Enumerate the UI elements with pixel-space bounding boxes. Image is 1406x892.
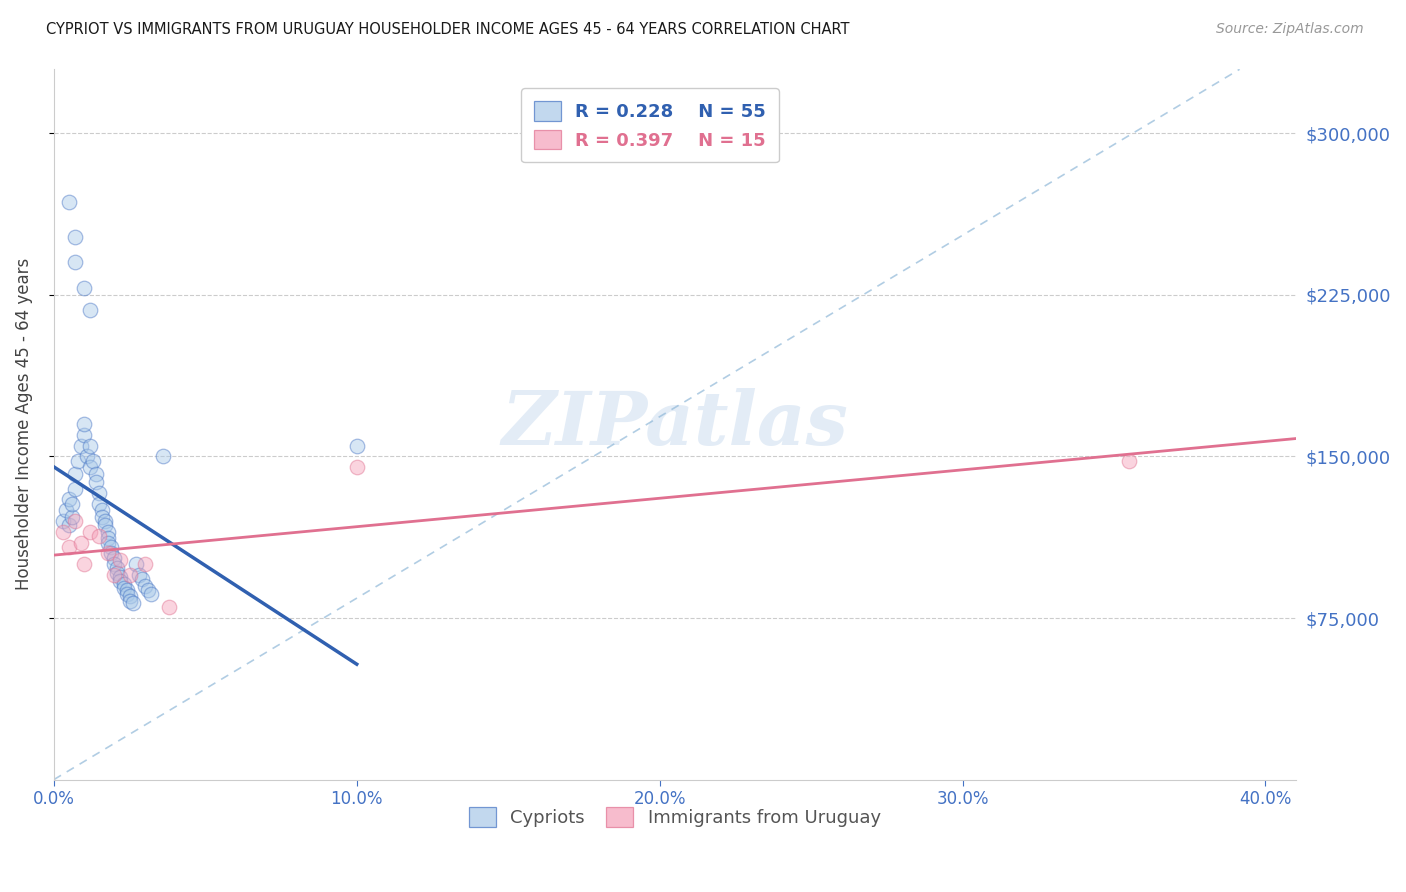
Point bbox=[124, 557, 146, 571]
Point bbox=[79, 439, 101, 453]
Point bbox=[60, 509, 83, 524]
Point bbox=[112, 576, 135, 591]
Point bbox=[79, 460, 101, 475]
Point bbox=[100, 540, 122, 554]
Point bbox=[139, 587, 162, 601]
Point bbox=[73, 557, 96, 571]
Point bbox=[100, 546, 122, 560]
Point bbox=[107, 566, 129, 580]
Point bbox=[60, 497, 83, 511]
Point bbox=[115, 582, 138, 597]
Point bbox=[91, 509, 114, 524]
Point bbox=[91, 503, 114, 517]
Point bbox=[58, 518, 80, 533]
Legend: Cypriots, Immigrants from Uruguay: Cypriots, Immigrants from Uruguay bbox=[461, 800, 889, 835]
Text: CYPRIOT VS IMMIGRANTS FROM URUGUAY HOUSEHOLDER INCOME AGES 45 - 64 YEARS CORRELA: CYPRIOT VS IMMIGRANTS FROM URUGUAY HOUSE… bbox=[46, 22, 849, 37]
Point bbox=[89, 486, 111, 500]
Point bbox=[128, 568, 150, 582]
Point bbox=[110, 574, 132, 589]
Point bbox=[63, 255, 86, 269]
Point bbox=[52, 514, 75, 528]
Point bbox=[63, 482, 86, 496]
Point bbox=[103, 568, 125, 582]
Point bbox=[84, 467, 107, 481]
Point bbox=[110, 553, 132, 567]
Point bbox=[55, 503, 77, 517]
Point bbox=[76, 450, 98, 464]
Y-axis label: Householder Income Ages 45 - 64 years: Householder Income Ages 45 - 64 years bbox=[15, 258, 32, 591]
Point bbox=[136, 582, 159, 597]
Point bbox=[73, 417, 96, 431]
Point bbox=[118, 568, 141, 582]
Point bbox=[73, 281, 96, 295]
Point bbox=[58, 195, 80, 210]
Point bbox=[82, 453, 104, 467]
Point bbox=[157, 600, 180, 615]
Point bbox=[118, 590, 141, 604]
Point bbox=[58, 540, 80, 554]
Point bbox=[67, 453, 90, 467]
Point bbox=[110, 570, 132, 584]
Point bbox=[79, 302, 101, 317]
Point bbox=[89, 497, 111, 511]
Point bbox=[94, 518, 117, 533]
Text: Source: ZipAtlas.com: Source: ZipAtlas.com bbox=[1216, 22, 1364, 37]
Point bbox=[103, 557, 125, 571]
Point bbox=[84, 475, 107, 490]
Text: ZIPatlas: ZIPatlas bbox=[502, 388, 848, 460]
Point bbox=[115, 587, 138, 601]
Point bbox=[118, 593, 141, 607]
Point bbox=[103, 550, 125, 565]
Point bbox=[58, 492, 80, 507]
Point bbox=[70, 535, 93, 549]
Point bbox=[97, 546, 120, 560]
Point bbox=[79, 524, 101, 539]
Point bbox=[1118, 453, 1140, 467]
Point bbox=[52, 524, 75, 539]
Point bbox=[97, 524, 120, 539]
Point bbox=[112, 581, 135, 595]
Point bbox=[346, 460, 368, 475]
Point bbox=[94, 514, 117, 528]
Point bbox=[121, 596, 143, 610]
Point bbox=[63, 229, 86, 244]
Point bbox=[70, 439, 93, 453]
Point bbox=[152, 450, 174, 464]
Point bbox=[131, 572, 153, 586]
Point bbox=[346, 439, 368, 453]
Point bbox=[73, 427, 96, 442]
Point bbox=[134, 579, 156, 593]
Point bbox=[97, 531, 120, 545]
Point bbox=[63, 514, 86, 528]
Point bbox=[134, 557, 156, 571]
Point bbox=[89, 529, 111, 543]
Point bbox=[97, 535, 120, 549]
Point bbox=[107, 561, 129, 575]
Point bbox=[63, 467, 86, 481]
